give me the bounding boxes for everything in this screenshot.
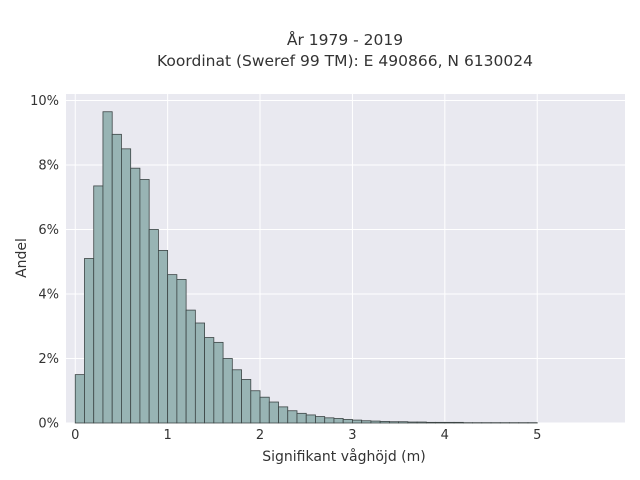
histogram-bar [379,420,390,424]
x-tick-label: 3 [348,428,356,443]
x-axis-label: Signifikant våghöjd (m) [262,448,425,465]
x-tick-label: 5 [533,428,541,443]
histogram-bar [204,337,215,424]
histogram-bar [453,421,464,424]
histogram-bar [84,258,95,424]
histogram-bar [185,309,196,424]
x-tick-label: 2 [256,428,264,443]
histogram-bar [333,418,344,424]
histogram-bar [250,390,261,424]
histogram-bar [231,369,242,424]
histogram-bar [388,421,400,424]
histogram-bar [176,279,187,424]
y-tick-label: 10% [30,94,59,109]
histogram-bar [167,274,178,424]
histogram-bar [370,420,381,424]
y-tick-label: 6% [38,223,59,238]
histogram-bar [296,412,307,424]
bars-layer [74,111,538,424]
histogram-bar [222,358,233,424]
y-axis-label: Andel [14,238,30,278]
histogram-bar [278,406,289,424]
histogram-bar [121,148,132,424]
y-tick-label: 8% [38,158,59,173]
histogram-bar [268,401,279,424]
histogram-bar [157,250,169,424]
y-tick-label: 2% [38,352,59,367]
histogram-bar [342,419,353,424]
histogram-bar [324,417,335,424]
histogram-bar [213,341,224,424]
chart-title-line-2: Koordinat (Sweref 99 TM): E 490866, N 61… [157,52,533,70]
histogram-bar [398,421,409,424]
histogram-bar [435,421,446,424]
histogram-bar [130,167,141,424]
chart-title-line-1: År 1979 - 2019 [287,30,403,49]
histogram-bar [444,421,455,424]
histogram-bar [305,414,316,424]
y-tick-label: 4% [38,287,59,302]
y-tick-label: 0% [38,417,59,432]
histogram-bar [416,421,427,424]
histogram-bar [93,185,104,424]
histogram-bar [287,410,298,424]
histogram-bar [425,421,436,424]
x-tick-label: 4 [441,428,449,443]
histogram-bar [315,416,326,424]
histogram-bar [111,133,122,424]
x-tick-label: 0 [71,428,79,443]
histogram-bar [194,322,205,424]
histogram-bar [148,229,159,424]
histogram-bar [74,374,85,424]
histogram-bar [352,419,363,424]
histogram-bar [407,421,418,424]
histogram-bar [361,420,372,424]
histogram-bar [259,396,270,424]
x-tick-label: 1 [163,428,171,443]
histogram-bar [102,111,113,424]
histogram-bar [241,379,252,424]
y-tick-labels: 0% 2% 4% 6% 8% 10% [30,94,59,432]
histogram-bar [139,179,150,424]
x-tick-labels: 0 1 2 3 4 5 [71,428,541,443]
